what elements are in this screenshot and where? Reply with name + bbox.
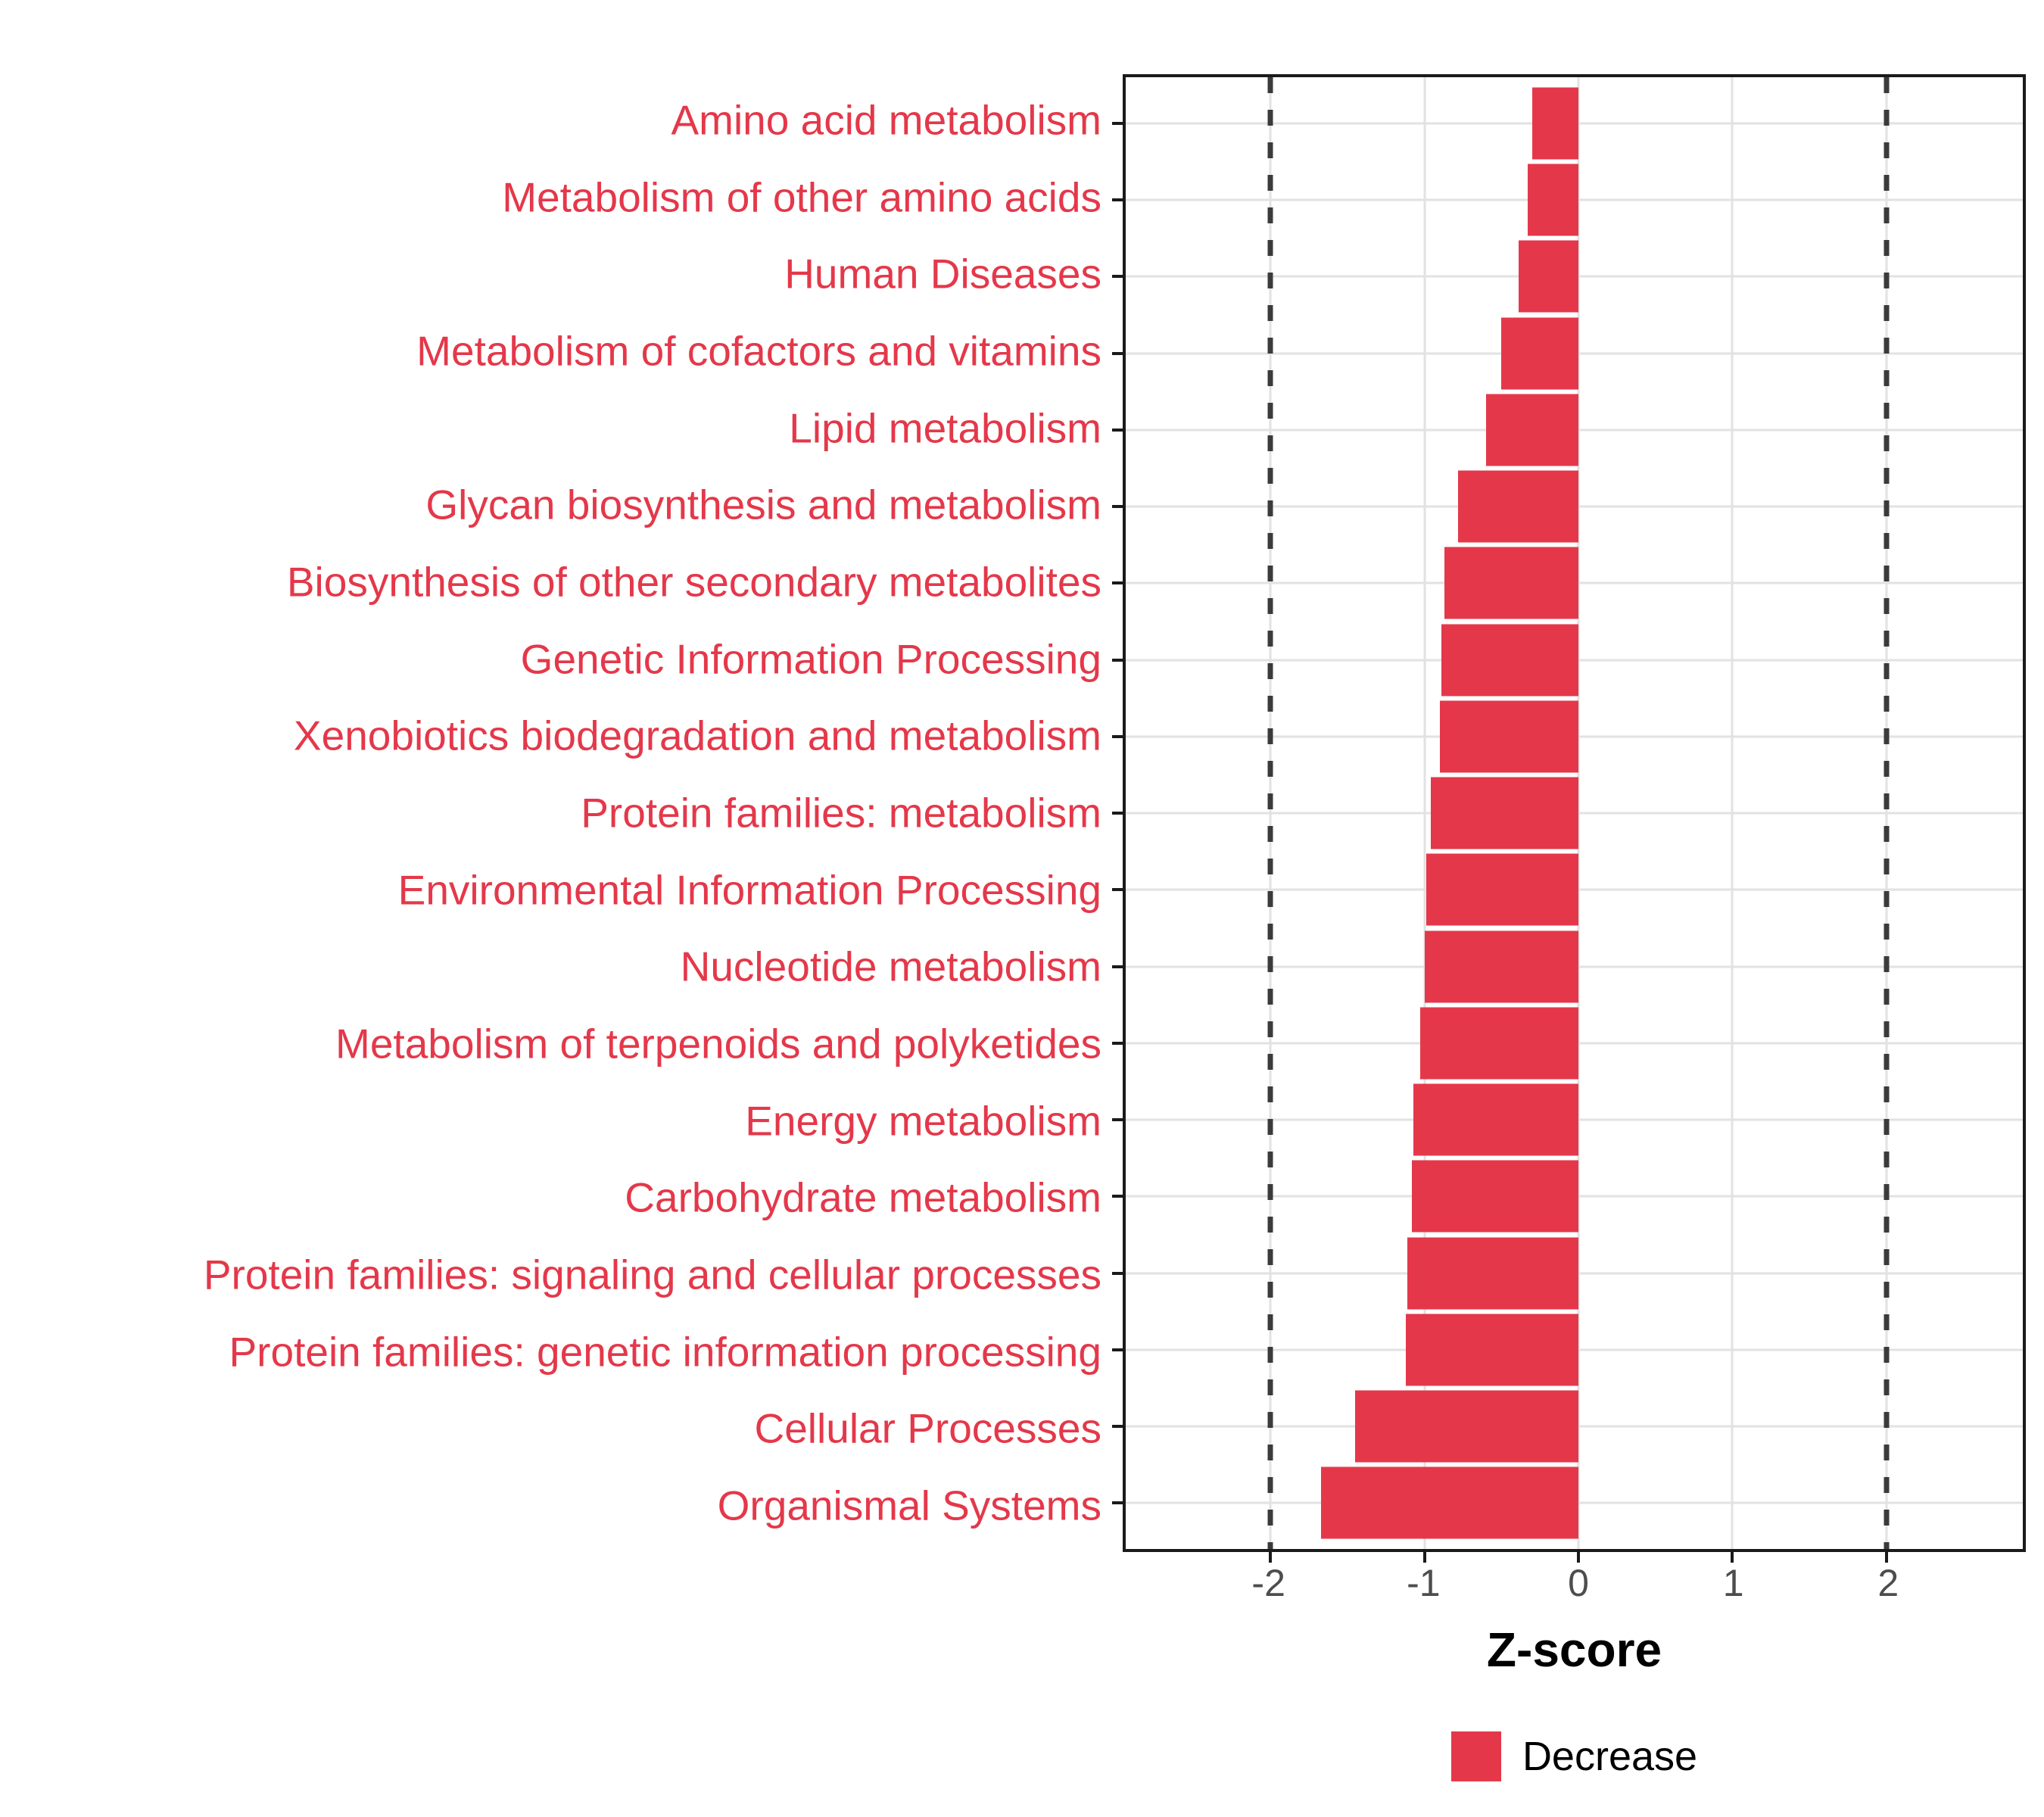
bar-amino-acid-metabolism — [1531, 87, 1578, 160]
y-axis-tick — [1112, 351, 1123, 355]
y-axis-tick — [1112, 1271, 1123, 1275]
x-axis-tick — [1422, 1552, 1426, 1563]
category-label: Protein families: metabolism — [581, 789, 1101, 837]
category-label: Cellular Processes — [754, 1404, 1101, 1452]
bar-metabolism-of-terpenoids-and-polyketides — [1419, 1007, 1578, 1080]
x-axis-tick-labels: -2 -1 0 1 2 — [1123, 1564, 2026, 1610]
category-label: Protein families: genetic information pr… — [229, 1328, 1101, 1376]
gridline-x — [1423, 77, 1426, 1549]
dashed-reference-line — [1884, 77, 1890, 1549]
y-axis-tick — [1112, 734, 1123, 738]
x-axis-tick — [1576, 1552, 1580, 1563]
category-label: Metabolism of cofactors and vitamins — [416, 327, 1101, 375]
category-axis-labels: Amino acid metabolism Metabolism of other… — [0, 74, 1101, 1552]
y-axis-tick — [1112, 121, 1123, 125]
x-tick-label: 0 — [1568, 1562, 1589, 1604]
category-label: Environmental Information Processing — [397, 866, 1101, 914]
dashed-reference-line — [1267, 77, 1273, 1549]
category-label: Protein families: signaling and cellular… — [203, 1251, 1101, 1298]
plot-panel — [1112, 74, 2026, 1563]
legend: Decrease — [1123, 1726, 2026, 1787]
category-label: Nucleotide metabolism — [680, 943, 1101, 990]
bar-biosynthesis-of-other-secondary-metabolites — [1444, 547, 1578, 619]
bar-protein-families-metabolism — [1430, 777, 1578, 849]
y-axis-tick — [1112, 1118, 1123, 1121]
bar-cellular-processes — [1355, 1390, 1578, 1463]
bar-protein-families-genetic-information-processing — [1406, 1314, 1578, 1386]
bar-genetic-information-processing — [1441, 624, 1578, 696]
legend-decrease-swatch — [1450, 1731, 1501, 1781]
y-axis-tick — [1112, 1425, 1123, 1428]
bar-xenobiotics-biodegradation-and-metabolism — [1439, 700, 1578, 773]
gridline-x — [1731, 77, 1734, 1549]
bar-energy-metabolism — [1413, 1083, 1578, 1156]
y-axis-tick — [1112, 198, 1123, 201]
bar-nucleotide-metabolism — [1424, 930, 1578, 1002]
bar-lipid-metabolism — [1485, 394, 1578, 466]
category-label: Biosynthesis of other secondary metaboli… — [286, 558, 1101, 606]
y-axis-tick — [1112, 1348, 1123, 1351]
y-axis-tick — [1112, 428, 1123, 432]
y-axis-tick — [1112, 1501, 1123, 1505]
x-axis-title: Z-score — [1486, 1622, 1662, 1677]
bar-glycan-biosynthesis-and-metabolism — [1458, 470, 1578, 543]
x-tick-label: -2 — [1251, 1562, 1285, 1604]
category-label: Genetic Information Processing — [520, 635, 1101, 683]
bar-human-diseases — [1518, 240, 1578, 313]
y-axis-tick — [1112, 965, 1123, 968]
y-axis-tick — [1112, 658, 1123, 662]
y-axis-tick — [1112, 812, 1123, 815]
category-label: Amino acid metabolism — [671, 96, 1101, 144]
category-label: Metabolism of other amino acids — [502, 173, 1101, 221]
y-axis-tick — [1112, 275, 1123, 279]
category-label: Organismal Systems — [717, 1482, 1101, 1529]
x-axis-tick — [1884, 1552, 1888, 1563]
category-label: Lipid metabolism — [789, 404, 1101, 452]
y-axis-tick — [1112, 1041, 1123, 1045]
category-label: Metabolism of terpenoids and polyketides — [335, 1020, 1101, 1067]
category-label: Carbohydrate metabolism — [625, 1173, 1101, 1221]
bar-metabolism-of-other-amino-acids — [1527, 164, 1578, 236]
gridline-x — [1577, 77, 1580, 1549]
category-label: Glycan biosynthesis and metabolism — [425, 481, 1101, 528]
bar-carbohydrate-metabolism — [1412, 1160, 1578, 1233]
x-axis-tick — [1731, 1552, 1734, 1563]
bar-protein-families-signaling-and-cellular-processes — [1407, 1237, 1578, 1309]
legend-decrease-label: Decrease — [1522, 1734, 1698, 1779]
x-axis-tick — [1269, 1552, 1273, 1563]
x-tick-label: 1 — [1722, 1562, 1744, 1604]
category-label: Energy metabolism — [745, 1097, 1101, 1145]
y-axis-tick — [1112, 505, 1123, 508]
x-tick-label: 2 — [1877, 1562, 1899, 1604]
bar-metabolism-of-cofactors-and-vitamins — [1501, 317, 1578, 389]
y-axis-tick — [1112, 1195, 1123, 1198]
bar-environmental-information-processing — [1426, 853, 1578, 926]
category-label: Human Diseases — [784, 250, 1101, 298]
y-axis-tick — [1112, 581, 1123, 585]
y-axis-tick — [1112, 888, 1123, 892]
bar-organismal-systems — [1321, 1466, 1578, 1539]
x-tick-label: -1 — [1407, 1562, 1441, 1604]
category-label: Xenobiotics biodegradation and metabolis… — [293, 712, 1101, 759]
